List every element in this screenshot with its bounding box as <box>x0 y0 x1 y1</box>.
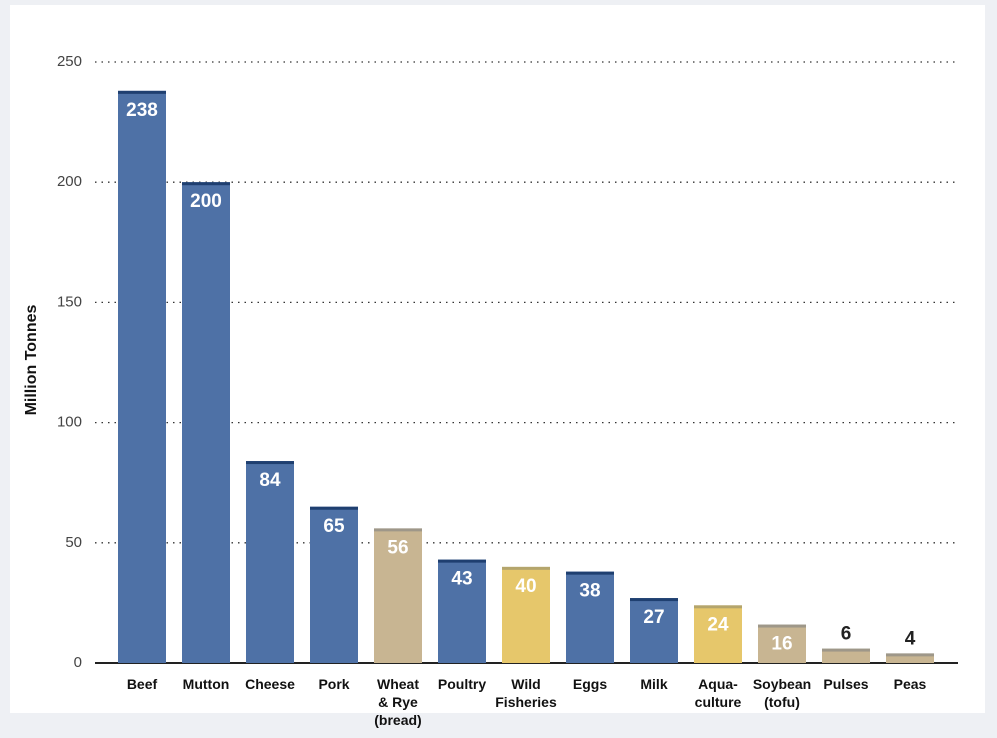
x-tick-label-line: Fisheries <box>495 694 557 710</box>
bar-cap <box>438 560 486 563</box>
x-tick-label-line: Pork <box>318 676 349 692</box>
bar-cap <box>630 598 678 601</box>
x-tick-label: Pulses <box>823 676 868 692</box>
x-tick-label: Mutton <box>183 676 230 692</box>
bar <box>246 461 294 663</box>
x-tick-label: Cheese <box>245 676 295 692</box>
y-axis-label: Million Tonnes <box>23 305 40 416</box>
x-tick-label: Pork <box>318 676 349 692</box>
x-tick-label: Poultry <box>438 676 486 692</box>
x-tick-label-line: Wheat <box>377 676 419 692</box>
x-tick-label-line: (bread) <box>374 712 421 728</box>
bar-cap <box>566 572 614 575</box>
bar-cap <box>694 605 742 608</box>
bar <box>182 182 230 663</box>
bar-cap <box>182 182 230 185</box>
y-tick-label: 200 <box>57 173 82 190</box>
x-tick-label-line: Soybean <box>753 676 811 692</box>
y-tick-label: 0 <box>74 654 82 671</box>
x-tick-label-line: Wild <box>511 676 540 692</box>
value-label: 65 <box>323 516 345 537</box>
x-tick-label-line: Peas <box>894 676 927 692</box>
value-label: 24 <box>707 614 729 635</box>
x-tick-label-line: (tofu) <box>764 694 800 710</box>
y-tick-label: 150 <box>57 293 82 310</box>
value-label: 56 <box>387 537 408 558</box>
x-tick-label-line: Milk <box>640 676 667 692</box>
value-label: 16 <box>771 634 792 655</box>
y-tick-label: 250 <box>57 53 82 70</box>
value-label: 200 <box>190 191 222 212</box>
value-label: 38 <box>579 581 600 602</box>
x-tick-label-line: Aqua- <box>698 676 738 692</box>
y-tick-label: 100 <box>57 414 82 431</box>
value-label: 238 <box>126 100 158 121</box>
x-tick-label-line: & Rye <box>378 694 418 710</box>
x-tick-label-line: Pulses <box>823 676 868 692</box>
value-label: 43 <box>451 569 472 590</box>
bar-cap <box>310 507 358 510</box>
bar-cap <box>118 91 166 94</box>
x-tick-label-line: Poultry <box>438 676 486 692</box>
value-label: 4 <box>905 628 916 649</box>
x-tick-label-line: Beef <box>127 676 158 692</box>
y-tick-label: 50 <box>65 534 82 551</box>
value-label: 6 <box>841 624 852 645</box>
bar-cap <box>758 625 806 628</box>
bar-cap <box>886 653 934 656</box>
x-tick-label: Milk <box>640 676 667 692</box>
chart: Million Tonnes 0 50 100 150 200 250 Beef 238 Mut… <box>0 0 997 738</box>
x-tick-label: Eggs <box>573 676 607 692</box>
bar-cap <box>822 649 870 652</box>
x-tick-label-line: Cheese <box>245 676 295 692</box>
bar-cap <box>246 461 294 464</box>
value-label: 84 <box>259 470 281 491</box>
x-tick-label-line: Mutton <box>183 676 230 692</box>
x-tick-label-line: culture <box>695 694 742 710</box>
x-tick-label: Beef <box>127 676 158 692</box>
x-tick-label: Wheat & Rye (bread) <box>374 676 421 728</box>
value-label: 27 <box>643 607 664 628</box>
value-label: 40 <box>515 576 536 597</box>
x-tick-label-line: Eggs <box>573 676 607 692</box>
x-tick-label: Peas <box>894 676 927 692</box>
bar-cap <box>374 528 422 531</box>
bar <box>118 91 166 663</box>
bar-cap <box>502 567 550 570</box>
